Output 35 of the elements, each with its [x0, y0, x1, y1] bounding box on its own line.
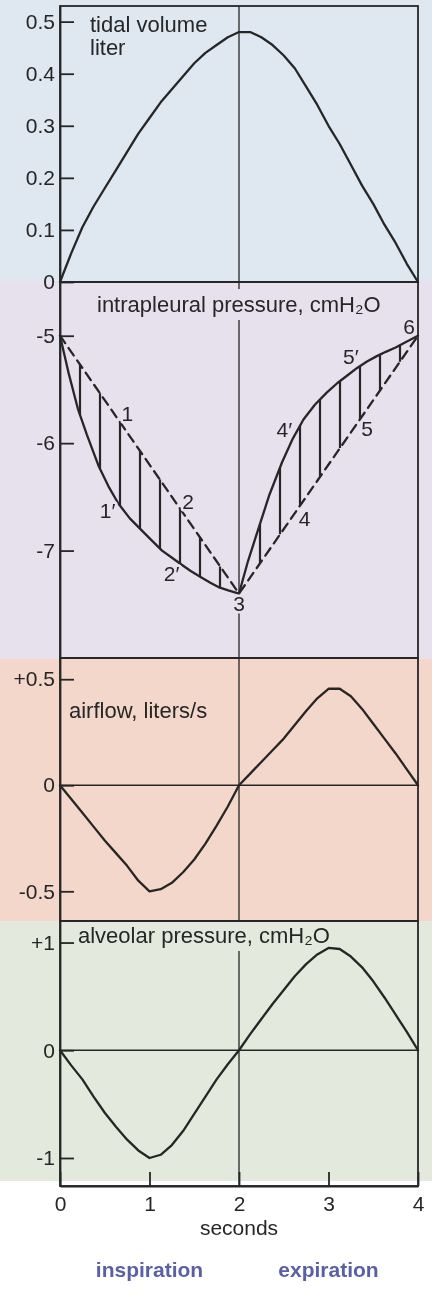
x-axis-title: seconds — [199, 1216, 279, 1239]
text: airflow, liters/s — [69, 698, 208, 723]
y-tick-label: 0.1 — [25, 218, 55, 242]
annotation: 5′ — [343, 344, 359, 368]
y-tick-label: -1 — [36, 1146, 55, 1170]
y-tick-label: 0.3 — [25, 113, 55, 137]
annotation: 2 — [182, 489, 195, 513]
annotation: 1′ — [99, 498, 116, 522]
y-tick-label: -7 — [36, 538, 55, 562]
text: expiration — [278, 1258, 379, 1281]
x-tick-label: 2 — [233, 1191, 246, 1215]
y-tick-label: +1 — [31, 930, 55, 954]
annotation: 6 — [403, 314, 415, 338]
text: inspiration — [95, 1258, 204, 1281]
x-tick-label: 3 — [323, 1191, 335, 1215]
x-tick-label: 4 — [412, 1191, 425, 1215]
y-tick-label: -5 — [36, 323, 55, 347]
y-tick-label: +0.5 — [13, 667, 55, 691]
text: intrapleural pressure, cmH₂O — [97, 292, 381, 317]
y-tick-label: -0.5 — [18, 879, 55, 903]
annotation: 5 — [361, 416, 374, 440]
chart-title: alveolar pressure, cmH₂O — [78, 923, 330, 948]
annotation: 1 — [121, 401, 134, 425]
x-tick-label: 1 — [144, 1191, 156, 1215]
y-tick-label: 0 — [43, 1038, 55, 1062]
y-tick-label: 0 — [43, 270, 55, 294]
annotation: 2′ — [163, 561, 180, 585]
y-tick-label: 0.4 — [25, 61, 56, 85]
annotation: 4′ — [276, 417, 293, 441]
text: tidal volume liter — [90, 12, 208, 61]
y-tick-label: -6 — [36, 431, 55, 455]
y-tick-label: 0.2 — [25, 166, 55, 190]
y-tick-label: 0.5 — [25, 9, 55, 33]
annotation: 4 — [298, 506, 311, 530]
y-tick-label: 0 — [43, 773, 55, 797]
